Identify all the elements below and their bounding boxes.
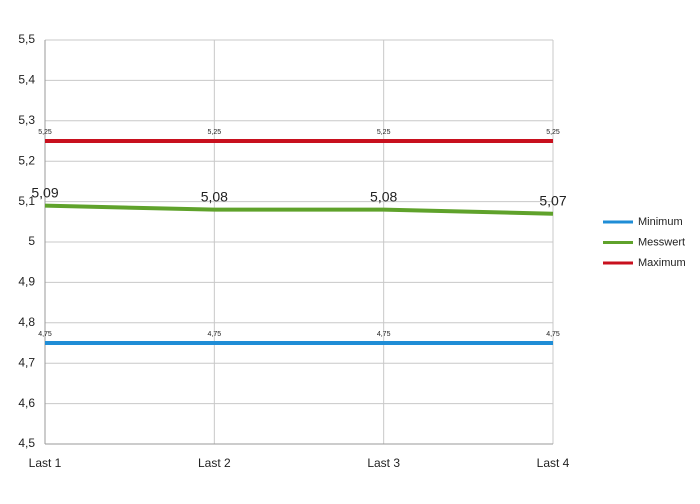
data-label: 5,08: [201, 188, 228, 204]
data-label: 5,25: [208, 129, 222, 136]
y-tick-label: 4,5: [18, 436, 35, 450]
x-tick-label: Last 4: [537, 456, 570, 470]
x-tick-label: Last 3: [367, 456, 400, 470]
y-tick-label: 5,1: [18, 194, 35, 208]
y-tick-label: 5,5: [18, 32, 35, 46]
y-tick-label: 4,8: [18, 315, 35, 329]
data-label: 5,25: [377, 129, 391, 136]
data-label: 5,09: [31, 184, 58, 200]
x-tick-label: Last 1: [29, 456, 62, 470]
legend-label: Messwert: [638, 236, 685, 248]
data-label: 5,07: [539, 192, 566, 208]
y-tick-label: 5: [28, 234, 35, 248]
data-label: 4,75: [377, 331, 391, 338]
data-label: 5,25: [546, 129, 560, 136]
y-tick-label: 4,6: [18, 396, 35, 410]
y-tick-label: 5,4: [18, 73, 35, 87]
x-tick-label: Last 2: [198, 456, 231, 470]
series-line: [44, 203, 554, 216]
y-tick-label: 4,9: [18, 275, 35, 289]
data-label: 4,75: [208, 331, 222, 338]
y-tick-label: 5,3: [18, 113, 35, 127]
data-label: 4,75: [546, 331, 560, 338]
data-label: 5,08: [370, 188, 397, 204]
data-label: 4,75: [38, 331, 52, 338]
legend-label: Minimum: [638, 216, 683, 228]
y-tick-label: 4,7: [18, 355, 35, 369]
data-label: 5,25: [38, 129, 52, 136]
y-tick-label: 5,2: [18, 153, 35, 167]
legend-label: Maximum: [638, 257, 686, 269]
